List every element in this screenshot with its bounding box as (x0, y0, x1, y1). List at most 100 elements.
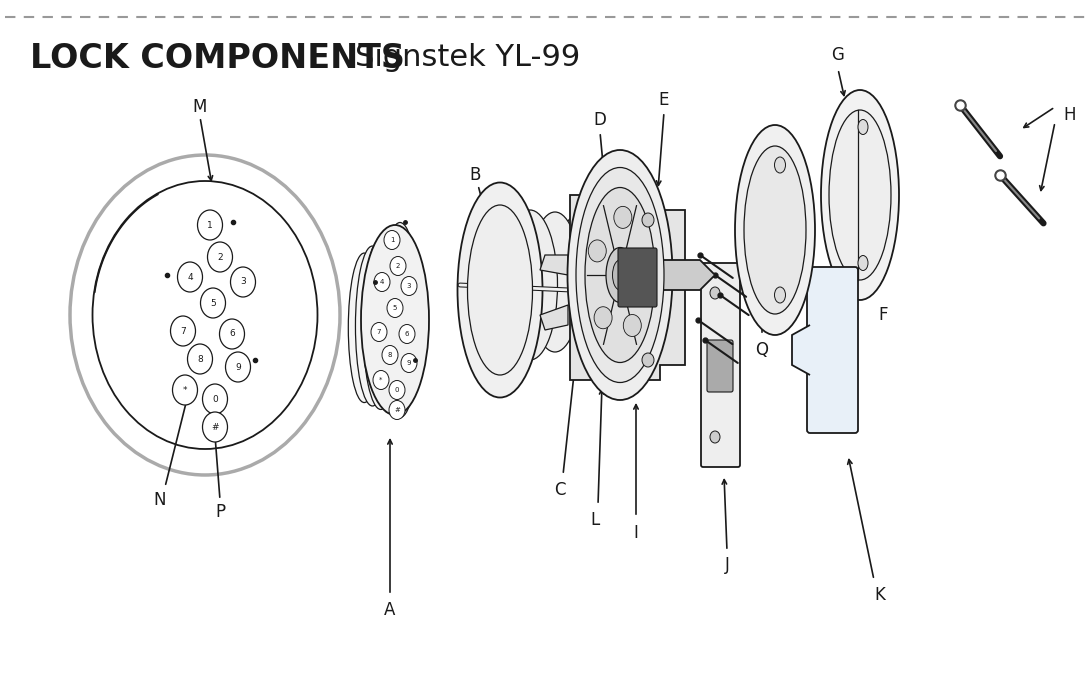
FancyBboxPatch shape (707, 340, 733, 392)
Text: #: # (211, 423, 218, 431)
Polygon shape (541, 255, 568, 275)
Text: E: E (658, 91, 669, 109)
Ellipse shape (613, 260, 628, 290)
Ellipse shape (387, 298, 403, 317)
Text: N: N (154, 491, 166, 509)
Ellipse shape (744, 146, 806, 314)
Ellipse shape (594, 306, 613, 329)
Ellipse shape (585, 188, 655, 362)
Text: P: P (215, 503, 225, 521)
Ellipse shape (373, 371, 389, 389)
Ellipse shape (207, 242, 233, 272)
Ellipse shape (458, 182, 543, 398)
Text: Signstek YL-99: Signstek YL-99 (355, 43, 580, 72)
Ellipse shape (710, 431, 720, 443)
Ellipse shape (380, 223, 419, 418)
Text: 2: 2 (217, 252, 223, 261)
Ellipse shape (363, 239, 399, 410)
Ellipse shape (624, 315, 641, 337)
FancyBboxPatch shape (807, 267, 858, 433)
Text: 1: 1 (207, 221, 213, 230)
Ellipse shape (389, 381, 405, 400)
Text: K: K (875, 586, 886, 604)
Text: B: B (470, 166, 480, 184)
Text: Q: Q (756, 341, 769, 359)
Ellipse shape (384, 230, 400, 250)
Ellipse shape (188, 344, 213, 374)
FancyBboxPatch shape (618, 248, 657, 307)
Text: #: # (394, 407, 400, 413)
Ellipse shape (774, 287, 785, 303)
Ellipse shape (170, 316, 195, 346)
Ellipse shape (821, 90, 899, 300)
Text: 4: 4 (187, 273, 193, 281)
Text: 3: 3 (406, 283, 412, 289)
Text: *: * (182, 385, 187, 394)
Ellipse shape (389, 400, 405, 419)
Ellipse shape (173, 375, 198, 405)
Ellipse shape (201, 288, 226, 318)
Text: J: J (725, 556, 729, 574)
Ellipse shape (226, 352, 250, 382)
Ellipse shape (361, 225, 429, 415)
Ellipse shape (382, 346, 397, 365)
Ellipse shape (377, 226, 415, 416)
Ellipse shape (219, 319, 245, 349)
Text: M: M (193, 98, 207, 116)
Polygon shape (541, 305, 568, 330)
Ellipse shape (373, 273, 390, 292)
Text: 6: 6 (405, 331, 410, 337)
Text: *: * (379, 377, 382, 383)
Ellipse shape (829, 110, 891, 280)
Ellipse shape (575, 167, 664, 383)
Ellipse shape (774, 157, 785, 173)
Ellipse shape (636, 252, 653, 275)
Text: 8: 8 (388, 352, 392, 358)
Text: 7: 7 (180, 327, 186, 335)
Polygon shape (792, 325, 810, 375)
Text: 8: 8 (198, 354, 203, 364)
Ellipse shape (710, 287, 720, 299)
Ellipse shape (371, 323, 387, 342)
Ellipse shape (642, 353, 654, 367)
Ellipse shape (735, 125, 815, 335)
Ellipse shape (589, 240, 606, 262)
Ellipse shape (502, 210, 558, 360)
Ellipse shape (370, 232, 407, 413)
Ellipse shape (202, 412, 227, 442)
Text: L: L (591, 511, 600, 529)
Polygon shape (570, 195, 685, 380)
Text: C: C (555, 481, 566, 499)
Text: 7: 7 (377, 329, 381, 335)
Ellipse shape (858, 256, 868, 271)
Ellipse shape (858, 119, 868, 134)
Text: 0: 0 (394, 387, 400, 393)
Ellipse shape (348, 253, 380, 402)
Ellipse shape (399, 325, 415, 344)
Text: H: H (1064, 106, 1077, 124)
Text: A: A (384, 601, 395, 619)
Ellipse shape (401, 354, 417, 373)
Ellipse shape (614, 207, 632, 228)
Text: 6: 6 (229, 329, 235, 338)
Text: 5: 5 (210, 298, 216, 308)
Text: 2: 2 (395, 263, 400, 269)
Text: 0: 0 (212, 394, 218, 404)
Ellipse shape (202, 384, 227, 414)
Ellipse shape (467, 205, 533, 375)
Ellipse shape (356, 246, 390, 406)
Polygon shape (660, 260, 715, 290)
Text: 5: 5 (393, 305, 397, 311)
Text: G: G (832, 46, 844, 64)
Text: F: F (878, 306, 888, 324)
Text: I: I (633, 524, 639, 542)
Text: 9: 9 (235, 362, 241, 371)
Ellipse shape (230, 267, 256, 297)
Text: 1: 1 (390, 237, 394, 243)
Text: LOCK COMPONENTS: LOCK COMPONENTS (29, 41, 405, 74)
Ellipse shape (198, 210, 223, 240)
Text: 3: 3 (240, 277, 246, 286)
Ellipse shape (568, 150, 673, 400)
Text: 4: 4 (380, 279, 384, 285)
Ellipse shape (606, 248, 634, 302)
